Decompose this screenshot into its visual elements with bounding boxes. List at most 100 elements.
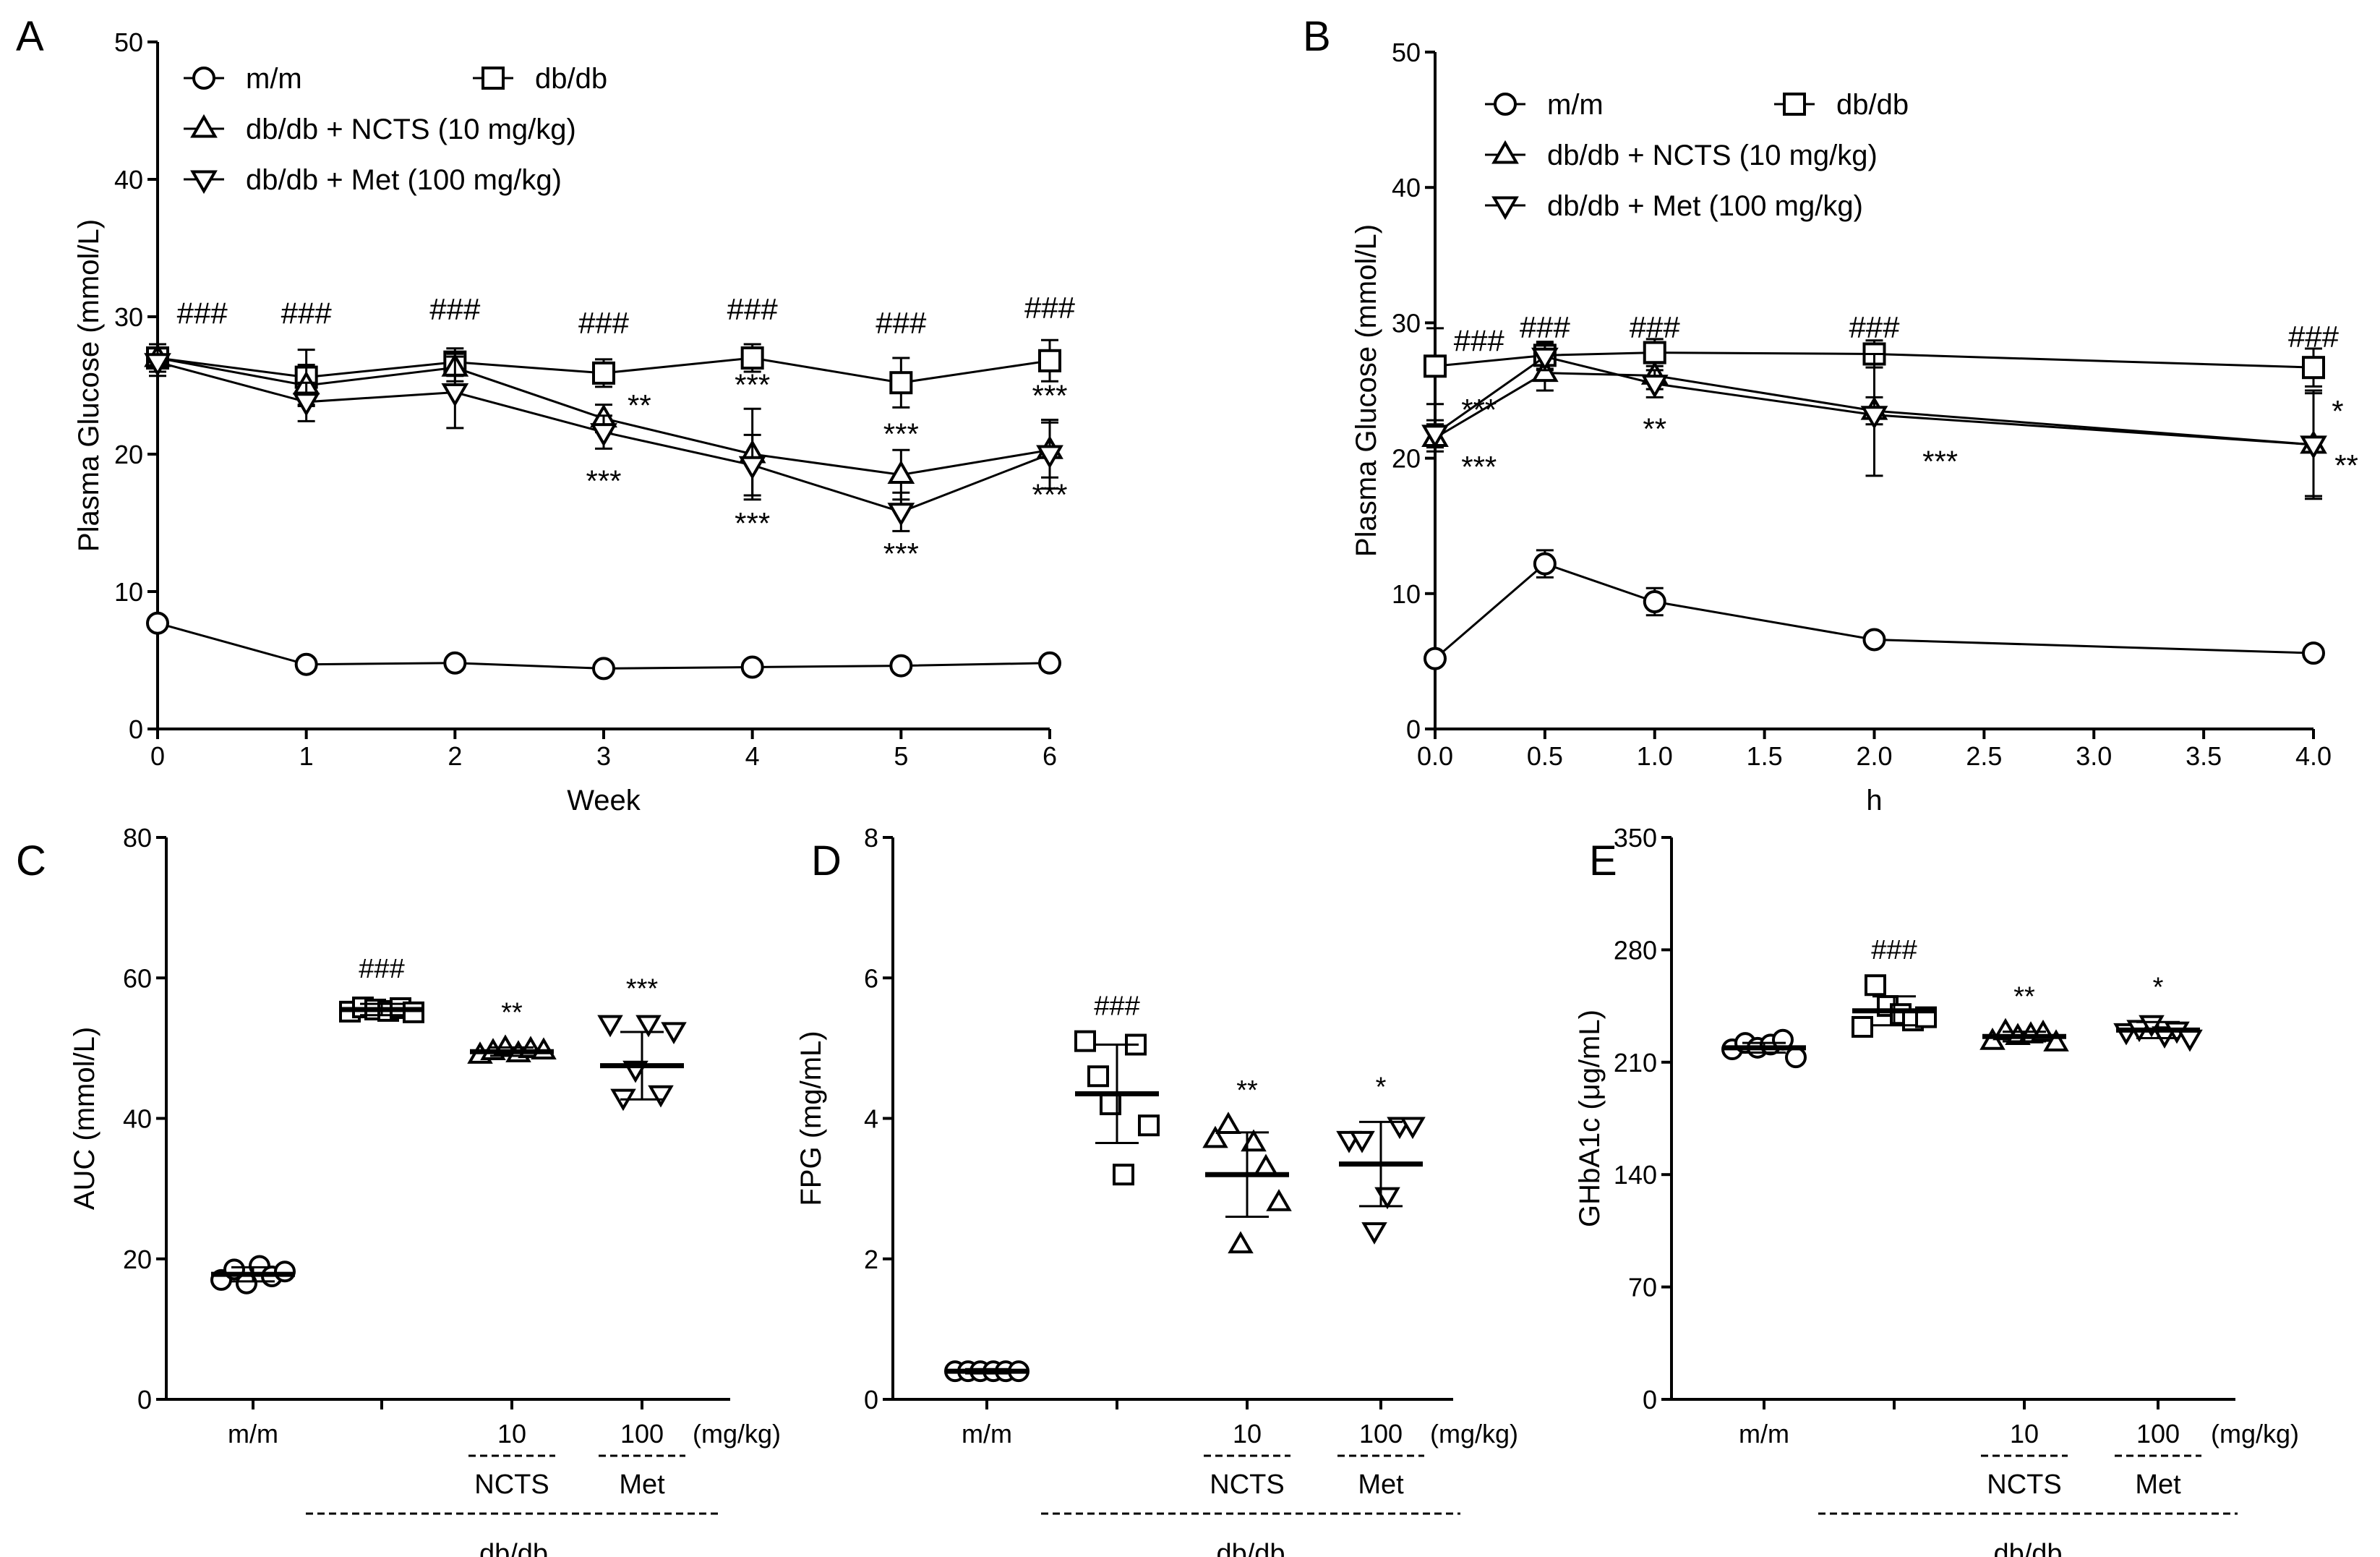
y-tick-label: 350 (1614, 823, 1657, 853)
data-point (1424, 647, 1447, 670)
significance-label: *** (883, 417, 919, 451)
significance-label: ### (359, 954, 404, 984)
data-point (1202, 1125, 1228, 1148)
data-point (648, 1085, 674, 1108)
panel-E: E 0 70 140 210 280 350 GHbA1c (μg/mL) m/m 10 100 (m… (1574, 823, 2299, 1557)
data-point (661, 1022, 687, 1045)
data-point (635, 1015, 662, 1038)
data-point (1038, 349, 1061, 372)
data-point (740, 655, 764, 679)
data-point (592, 361, 615, 385)
significance-label: ** (2013, 982, 2035, 1012)
x-tick-label: 10 (1233, 1419, 1262, 1449)
y-tick-label: 10 (1392, 579, 1421, 609)
significance-label: ** (1643, 411, 1666, 445)
significance-label: ### (1630, 310, 1681, 344)
data-point (738, 456, 766, 480)
data-point (889, 371, 913, 395)
x-tick-label: 1.0 (1637, 741, 1673, 771)
data-point (592, 657, 615, 681)
significance-label: *** (1922, 444, 1958, 478)
significance-label: *** (1032, 477, 1067, 511)
y-axis-label: AUC (mmol/L) (69, 1027, 100, 1210)
y-axis-label: Plasma Glucose (mmol/L) (73, 219, 105, 552)
data-point (1361, 1222, 1387, 1245)
panel-B: B 0 10 20 30 40 50 0.0 0.5 1.0 1.5 2.0 2.5 3.0 3.5 4.0 h… (1303, 13, 2358, 816)
data-point (1400, 1117, 1426, 1140)
significance-label: *** (735, 367, 770, 401)
panel-D: D 0 2 4 6 8 FPG (mg/mL) m/m 10 100 (mg/kg) NCTS Met d… (795, 823, 1518, 1557)
legend-marker (192, 67, 215, 90)
data-point (1643, 590, 1666, 614)
significance-label: ### (876, 306, 927, 340)
data-point (1074, 1030, 1096, 1052)
y-tick-label: 20 (1392, 444, 1421, 474)
legend-entry: db/db + NCTS (10 mg/kg) (1547, 140, 1878, 171)
legend-marker (1491, 140, 1519, 164)
data-point (1643, 341, 1666, 364)
y-axis-label: Plasma Glucose (mmol/L) (1350, 224, 1382, 557)
data-point (1421, 425, 1449, 448)
legend-entry: db/db + NCTS (10 mg/kg) (246, 114, 576, 145)
x-tick-label: 4 (745, 741, 760, 771)
x-axis-label: Week (567, 785, 641, 816)
y-axis-label: FPG (mg/mL) (795, 1031, 827, 1206)
significance-label: ### (1454, 324, 1505, 358)
y-tick-label: 2 (864, 1245, 878, 1274)
data-point (292, 393, 320, 417)
data-point (294, 652, 318, 676)
significance-label: * (1376, 1072, 1387, 1102)
subgroup-label: Met (619, 1469, 665, 1500)
y-tick-label: 40 (114, 165, 143, 195)
data-point (1087, 1065, 1109, 1088)
data-point (1215, 1112, 1241, 1134)
y-tick-label: 8 (864, 823, 878, 853)
x-tick-label: 3.0 (2076, 741, 2112, 771)
significance-label: ### (1871, 935, 1917, 965)
significance-label: ### (1094, 991, 1139, 1022)
significance-label: ### (1849, 310, 1900, 344)
legend-entry: db/db + Met (100 mg/kg) (246, 164, 562, 196)
legend-entry: db/db (535, 63, 607, 95)
data-point (887, 460, 915, 484)
significance-label: *** (1032, 379, 1067, 413)
y-tick-label: 140 (1614, 1160, 1657, 1190)
data-point (2302, 356, 2325, 380)
subgroup-label: Met (2135, 1469, 2181, 1500)
data-point (1113, 1164, 1134, 1186)
x-tick-label: m/m (1739, 1419, 1789, 1449)
panel-label: C (16, 837, 46, 884)
y-tick-label: 40 (123, 1104, 152, 1134)
data-point (1241, 1129, 1267, 1152)
y-tick-label: 70 (1628, 1273, 1657, 1302)
panel-label: A (16, 13, 44, 60)
y-tick-label: 0 (129, 714, 143, 744)
y-tick-label: 210 (1614, 1048, 1657, 1078)
significance-label: *** (586, 464, 621, 498)
panel-label: B (1303, 13, 1331, 60)
data-point (1785, 1046, 1807, 1069)
legend-entry: db/db + Met (100 mg/kg) (1547, 190, 1863, 222)
data-point (1640, 375, 1669, 398)
x-tick-label: 4.0 (2295, 741, 2332, 771)
significance-label: * (2153, 972, 2164, 1002)
significance-label: ### (578, 306, 630, 340)
significance-label: ### (727, 292, 779, 326)
legend-marker (1491, 196, 1519, 221)
significance-label: ### (1520, 310, 1571, 344)
subgroup-label: Met (1358, 1469, 1404, 1500)
x-tick-label: m/m (962, 1419, 1012, 1449)
y-tick-label: 60 (123, 963, 152, 993)
group-label: db/db (1993, 1539, 2062, 1557)
data-point (1349, 1130, 1375, 1153)
data-point (1852, 1015, 1873, 1038)
data-point (1228, 1231, 1254, 1254)
data-point (1533, 552, 1557, 576)
significance-label: *** (1461, 393, 1497, 427)
significance-label: * (2332, 394, 2343, 428)
legend-marker (481, 67, 505, 90)
data-point (2302, 641, 2325, 665)
y-tick-label: 10 (114, 577, 143, 607)
y-tick-label: 50 (1392, 38, 1421, 67)
